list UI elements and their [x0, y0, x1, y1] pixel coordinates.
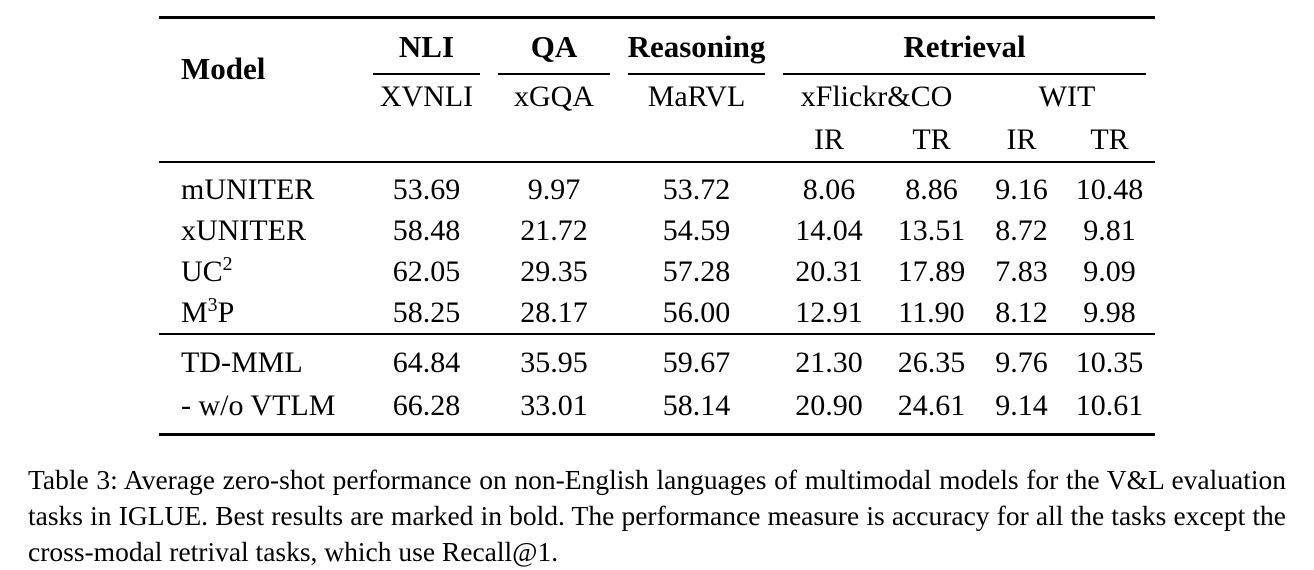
value-cell: 8.86: [905, 172, 958, 206]
empty-header-cell: [488, 119, 619, 163]
group-header-reasoning: Reasoning: [618, 16, 774, 76]
results-table: Model NLI QA Reasoning Retrieval XVNLI x…: [158, 16, 1156, 436]
value-cell: 10.35: [1063, 333, 1156, 384]
table-row: TD-MML 64.84 35.95 59.67 21.30 26.35 9.7…: [158, 333, 1156, 384]
value-cell: 56.00: [662, 295, 731, 329]
table-row: xUNITER 58.48 21.72 54.59 14.04 13.51 8.…: [159, 210, 1155, 251]
group-header-qa: QA: [488, 16, 619, 76]
proposed-models-section: TD-MML 64.84 35.95 59.67 21.30 26.35 9.7…: [158, 333, 1156, 436]
value-cell: 11.90: [898, 295, 965, 329]
value-cell: 54.59: [662, 213, 731, 247]
table-row: UC2 62.05 29.35 57.28 20.31 17.89 7.83 9…: [159, 251, 1155, 292]
dataset-header-xflickrco: xFlickr&CO: [800, 80, 953, 113]
value-cell: 8.72: [995, 213, 1048, 247]
table-row: mUNITER 53.69 9.97 53.72 8.06 8.86 9.16 …: [159, 162, 1155, 210]
model-cell: UC2: [159, 251, 364, 292]
model-superscript: 2: [222, 252, 233, 275]
value-cell: 58.48: [392, 213, 461, 247]
value-cell: 62.05: [392, 254, 461, 288]
value-cell-best: 66.28: [363, 384, 489, 436]
model-superscript: 3: [207, 293, 218, 316]
value-cell: 58.25: [392, 295, 461, 329]
value-cell: 9.09: [1083, 254, 1136, 288]
value-cell: 29.35: [520, 254, 588, 288]
model-cell: TD-MML: [158, 333, 364, 384]
value-cell-best: 35.95: [488, 333, 619, 384]
task-header-row: XVNLI xGQA MaRVL xFlickr&CO WIT: [159, 75, 1155, 119]
value-cell: 17.89: [897, 254, 966, 288]
value-cell: 9.14: [978, 384, 1064, 436]
model-cell: - w/o VTLM: [158, 384, 364, 436]
empty-header-cell: [363, 119, 489, 163]
value-cell-best: 9.76: [978, 333, 1064, 384]
value-cell: 24.61: [883, 384, 979, 436]
dataset-header-wit: WIT: [1038, 80, 1096, 113]
value-cell: 8.12: [995, 295, 1048, 329]
value-cell: 9.98: [1083, 295, 1136, 329]
value-cell: 7.83: [995, 254, 1048, 288]
value-cell: 33.01: [488, 384, 619, 436]
group-header-row: Model NLI QA Reasoning Retrieval: [158, 16, 1156, 119]
value-cell: 53.69: [392, 172, 461, 206]
value-cell-best: 26.35: [883, 333, 979, 384]
metric-header-tr: TR: [1063, 119, 1156, 163]
table-row: M3P 58.25 28.17 56.00 12.91 11.90 8.12 9…: [159, 292, 1155, 334]
value-cell: 13.51: [897, 213, 966, 247]
empty-header-cell: [158, 119, 364, 163]
metric-header-row: IR TR IR TR: [158, 119, 1156, 163]
model-name: UC: [180, 254, 223, 288]
baseline-models-section: mUNITER 53.69 9.97 53.72 8.06 8.86 9.16 …: [159, 162, 1155, 334]
table-caption: Table 3: Average zero-shot performance o…: [28, 464, 1286, 567]
model-name: mUNITER: [180, 172, 315, 206]
value-cell: 12.91: [795, 295, 863, 329]
value-cell-best: 10.61: [1063, 384, 1156, 436]
model-name: - w/o VTLM: [180, 388, 336, 422]
value-cell: 21.72: [520, 213, 588, 247]
group-header-retrieval: Retrieval: [773, 16, 1156, 76]
value-cell: 53.72: [662, 172, 731, 206]
task-header-xvnli: XVNLI: [379, 80, 474, 113]
model-cell: xUNITER: [159, 210, 364, 251]
value-cell: 28.17: [520, 295, 588, 329]
metric-header-ir: IR: [773, 119, 884, 163]
value-cell: 14.04: [795, 213, 863, 247]
group-header-nli: NLI: [363, 16, 489, 76]
value-cell: 58.14: [618, 384, 774, 436]
value-cell: 20.90: [773, 384, 884, 436]
table-row: - w/o VTLM 66.28 33.01 58.14 20.90 24.61…: [158, 384, 1156, 436]
value-cell-best: 59.67: [618, 333, 774, 384]
value-cell: 57.28: [662, 254, 731, 288]
model-cell: mUNITER: [159, 162, 364, 210]
value-cell: 10.48: [1075, 172, 1144, 206]
empty-header-cell: [618, 119, 774, 163]
metric-header-tr: TR: [883, 119, 979, 163]
model-column-header: Model: [158, 16, 364, 119]
task-header-marvl: MaRVL: [647, 80, 746, 113]
model-name: M: [180, 295, 208, 329]
value-cell: 9.16: [995, 172, 1048, 206]
model-cell: M3P: [159, 292, 364, 334]
value-cell: 9.97: [527, 172, 581, 206]
task-header-xgqa: xGQA: [513, 80, 594, 113]
model-name: TD-MML: [180, 345, 303, 379]
value-cell: 64.84: [363, 333, 489, 384]
value-cell: 20.31: [795, 254, 863, 288]
value-cell: 8.06: [802, 172, 856, 206]
table-header: Model NLI QA Reasoning Retrieval XVNLI x…: [158, 16, 1156, 163]
value-cell: 9.81: [1083, 213, 1136, 247]
model-name: xUNITER: [180, 213, 306, 247]
metric-header-ir: IR: [978, 119, 1064, 163]
value-cell-best: 21.30: [773, 333, 884, 384]
model-name-rest: P: [217, 295, 235, 329]
